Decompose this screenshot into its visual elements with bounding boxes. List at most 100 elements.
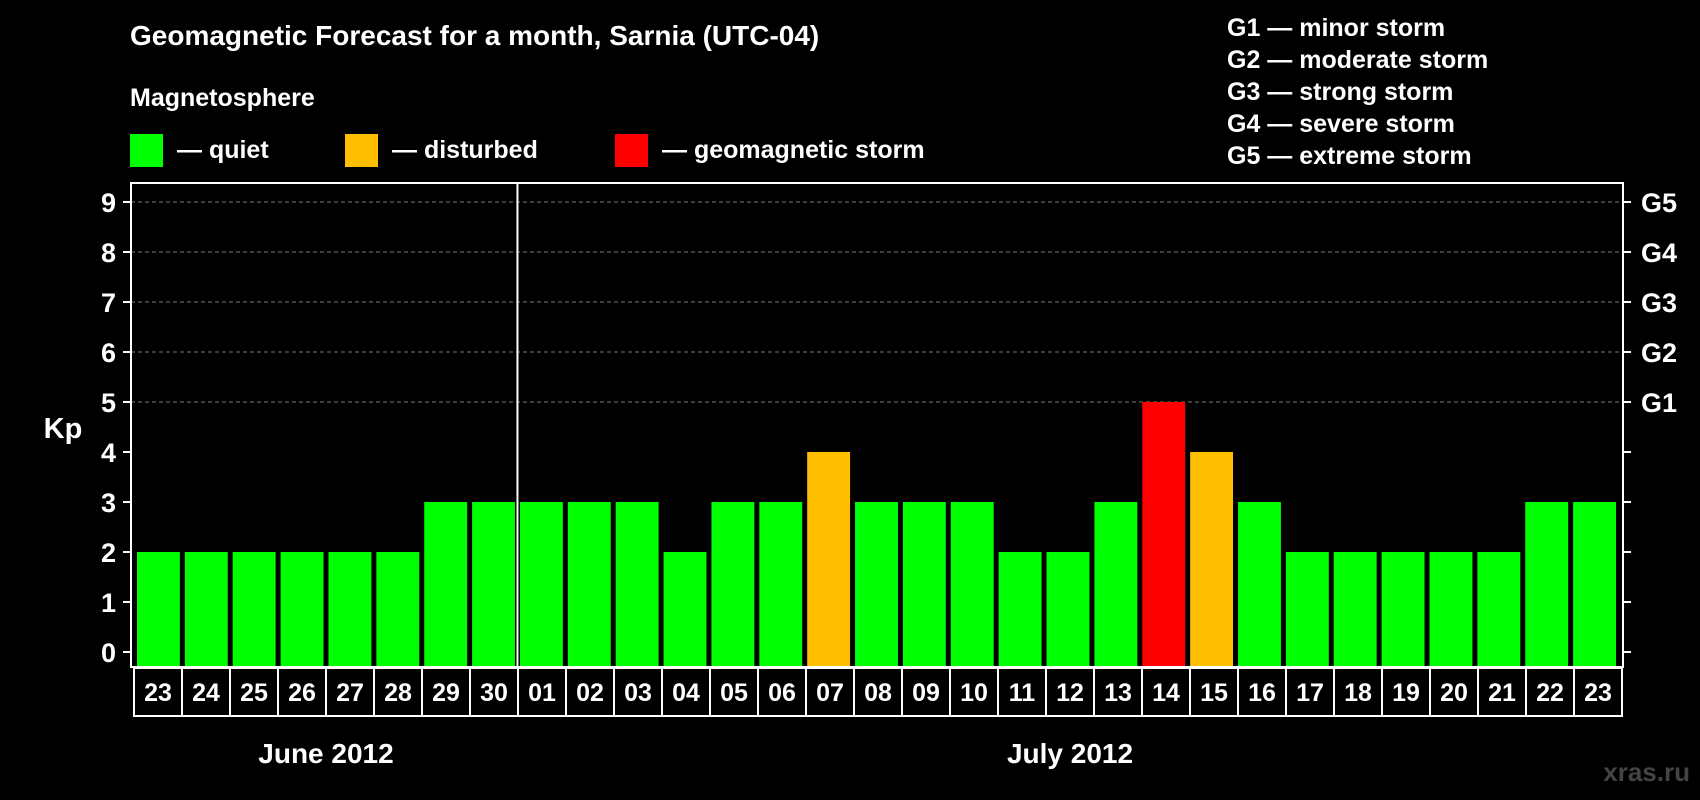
- x-tick-label-24-1: 24: [192, 679, 220, 707]
- watermark: xras.ru: [1603, 757, 1690, 787]
- x-tick-label-02-9: 02: [576, 679, 604, 707]
- bar-10-17: [950, 502, 994, 667]
- bar-03-10: [615, 502, 659, 667]
- x-tick-label-05-12: 05: [720, 679, 748, 707]
- x-tick-label-09-16: 09: [912, 679, 940, 707]
- legend-swatch-storm: [615, 133, 648, 167]
- bar-16-23: [1238, 502, 1281, 667]
- month-label-0: June 2012: [258, 738, 393, 769]
- x-tick-label-11-18: 11: [1009, 679, 1036, 707]
- legend-label-disturbed: — disturbed: [392, 135, 538, 164]
- x-tick-label-20-27: 20: [1440, 679, 1468, 707]
- bar-28-5: [376, 552, 420, 667]
- y-tick-label-6: 6: [101, 338, 116, 368]
- x-tick-label-10-17: 10: [960, 679, 988, 707]
- bar-13-20: [1094, 502, 1138, 667]
- chart-title: Geomagnetic Forecast for a month, Sarnia…: [130, 20, 820, 51]
- bar-30-7: [472, 502, 515, 667]
- y-tick-label-9: 9: [101, 188, 116, 218]
- right-axis-label-G1: G1: [1641, 388, 1677, 418]
- x-tick-label-18-25: 18: [1344, 679, 1372, 707]
- bar-02-9: [567, 502, 611, 667]
- legend-item-disturbed: — disturbed: [345, 133, 538, 167]
- x-tick-label-28-5: 28: [384, 679, 412, 707]
- y-tick-label-4: 4: [101, 438, 116, 468]
- y-axis-label: Kp: [44, 413, 83, 445]
- month-label-1: July 2012: [1007, 738, 1133, 769]
- y-tick-label-5: 5: [101, 388, 116, 418]
- right-axis-label-G2: G2: [1641, 338, 1677, 368]
- y-tick-label-3: 3: [101, 488, 116, 518]
- bar-01-8: [519, 502, 563, 667]
- bar-23-0: [137, 552, 180, 667]
- x-tick-label-19-26: 19: [1392, 679, 1420, 707]
- x-tick-label-12-19: 12: [1056, 679, 1084, 707]
- date-cells-frame: [133, 667, 1623, 717]
- x-tick-label-29-6: 29: [432, 679, 460, 707]
- x-tick-label-26-3: 26: [288, 679, 316, 707]
- bar-17-24: [1285, 552, 1329, 667]
- x-tick-label-25-2: 25: [240, 679, 268, 707]
- y-tick-label-0: 0: [101, 638, 116, 668]
- g-scale-g4: G4 — severe storm: [1227, 110, 1455, 138]
- x-tick-label-14-21: 14: [1152, 679, 1180, 707]
- g-scale-legend: G1 — minor storm G2 — moderate storm G3 …: [1227, 12, 1488, 172]
- right-axis-label-G3: G3: [1641, 288, 1677, 318]
- bar-25-2: [232, 552, 276, 667]
- bar-12-19: [1046, 552, 1090, 667]
- y-tick-label-8: 8: [101, 238, 116, 268]
- x-tick-label-03-10: 03: [624, 679, 652, 707]
- bar-20-27: [1429, 552, 1473, 667]
- bar-24-1: [184, 552, 228, 667]
- bar-07-14: [807, 452, 851, 667]
- legend-label-quiet: — quiet: [177, 135, 269, 164]
- bar-21-28: [1477, 552, 1521, 667]
- bar-19-26: [1381, 552, 1425, 667]
- g-scale-g2: G2 — moderate storm: [1227, 46, 1489, 74]
- bar-09-16: [902, 502, 946, 667]
- bar-04-11: [663, 552, 707, 667]
- bar-29-6: [424, 502, 468, 667]
- x-tick-label-04-11: 04: [672, 679, 700, 707]
- bar-15-22: [1190, 452, 1234, 667]
- x-tick-label-07-14: 07: [816, 679, 844, 707]
- x-tick-label-21-28: 21: [1488, 679, 1516, 707]
- x-tick-label-06-13: 06: [768, 679, 796, 707]
- x-tick-label-16-23: 16: [1248, 679, 1276, 707]
- bar-26-3: [280, 552, 324, 667]
- x-tick-label-08-15: 08: [864, 679, 892, 707]
- right-axis-label-G4: G4: [1641, 238, 1677, 268]
- x-tick-label-27-4: 27: [336, 679, 364, 707]
- g-scale-g5: G5 — extreme storm: [1227, 142, 1472, 170]
- bar-06-13: [759, 502, 803, 667]
- y-tick-label-1: 1: [101, 588, 116, 618]
- y-tick-label-7: 7: [101, 288, 116, 318]
- x-tick-label-22-29: 22: [1536, 679, 1564, 707]
- legend-item-storm: — geomagnetic storm: [615, 133, 925, 167]
- g-scale-g1: G1 — minor storm: [1227, 14, 1446, 42]
- bar-22-29: [1525, 502, 1569, 667]
- x-tick-label-13-20: 13: [1104, 679, 1132, 707]
- bar-14-21: [1142, 402, 1186, 667]
- bar-05-12: [711, 502, 755, 667]
- y-tick-label-2: 2: [101, 538, 116, 568]
- x-tick-label-23-0: 23: [144, 679, 172, 707]
- legend-swatch-disturbed: [345, 133, 378, 167]
- legend-label-storm: — geomagnetic storm: [662, 135, 925, 164]
- magnetosphere-label: Magnetosphere: [130, 84, 315, 112]
- legend-item-quiet: — quiet: [130, 133, 269, 167]
- x-tick-label-15-22: 15: [1200, 679, 1228, 707]
- bar-23-30: [1573, 502, 1616, 667]
- x-tick-label-30-7: 30: [480, 679, 508, 707]
- legend-swatch-quiet: [130, 133, 163, 167]
- right-axis-label-G5: G5: [1641, 188, 1677, 218]
- x-tick-label-23-30: 23: [1584, 679, 1612, 707]
- bar-18-25: [1333, 552, 1377, 667]
- x-tick-label-17-24: 17: [1296, 679, 1324, 707]
- x-tick-label-01-8: 01: [528, 679, 556, 707]
- bar-11-18: [998, 552, 1042, 667]
- bar-27-4: [328, 552, 372, 667]
- g-scale-g3: G3 — strong storm: [1227, 78, 1454, 106]
- bar-08-15: [855, 502, 898, 667]
